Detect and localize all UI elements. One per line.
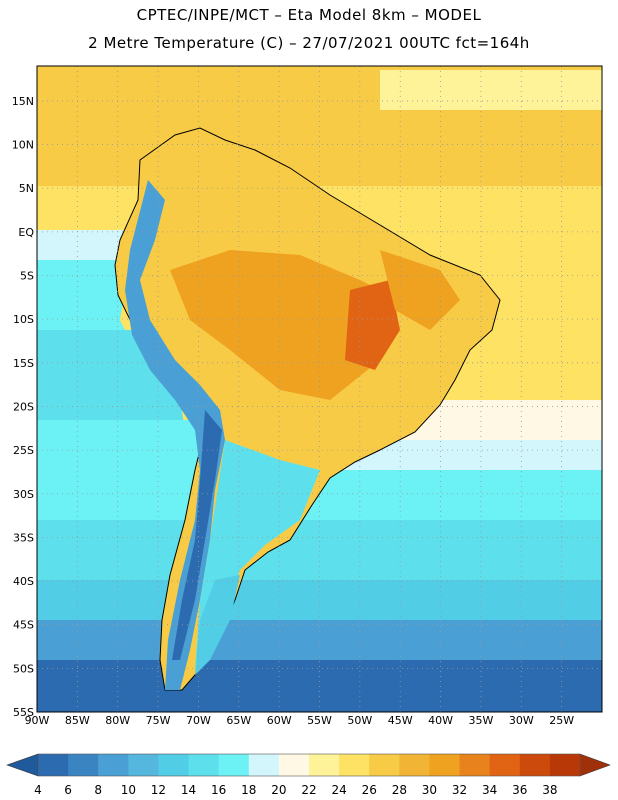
colorbar: 4 6 8 10 12 14 16 18 20 22 24 26 28 30 32 34 36 38 bbox=[6, 753, 611, 797]
southern-cone-cool bbox=[195, 440, 320, 670]
northeast-warm-zone bbox=[380, 250, 460, 330]
colorbar-swatch bbox=[128, 754, 159, 776]
latitude-tick-label: 40S bbox=[13, 575, 34, 588]
colorbar-tick-label: 10 bbox=[121, 783, 136, 797]
longitude-tick-label: 35W bbox=[468, 714, 493, 727]
latitude-tick-label: 15S bbox=[13, 357, 34, 370]
colorbar-tick-label: 34 bbox=[482, 783, 497, 797]
colorbar-tick-label: 20 bbox=[271, 783, 286, 797]
latitude-tick-label: 35S bbox=[13, 531, 34, 544]
colorbar-swatch bbox=[158, 754, 190, 776]
latitude-tick-label: 15N bbox=[12, 95, 34, 108]
longitude-tick-label: 65W bbox=[226, 714, 251, 727]
longitude-tick-label: 75W bbox=[146, 714, 171, 727]
colorbar-swatch bbox=[278, 754, 310, 776]
colorbar-swatch bbox=[309, 754, 340, 776]
colorbar-tick-label: 12 bbox=[151, 783, 166, 797]
longitude-tick-label: 40W bbox=[428, 714, 453, 727]
latitude-tick-label: 10N bbox=[12, 139, 34, 152]
latitude-tick-label: 10S bbox=[13, 313, 34, 326]
colorbar-swatch bbox=[549, 754, 581, 776]
latitude-tick-label: 25S bbox=[13, 444, 34, 457]
colorbar-swatch bbox=[98, 754, 129, 776]
colorbar-swatch bbox=[218, 754, 250, 776]
colorbar-tick-label: 32 bbox=[452, 783, 467, 797]
colorbar-tick-label: 24 bbox=[331, 783, 346, 797]
longitude-tick-label: 60W bbox=[267, 714, 292, 727]
colorbar-swatch bbox=[459, 754, 491, 776]
latitude-tick-label: 20S bbox=[13, 400, 34, 413]
latitude-tick-label: 45S bbox=[13, 619, 34, 632]
map-gridlines bbox=[36, 66, 602, 713]
colorbar-tick-label: 38 bbox=[542, 783, 557, 797]
colorbar-max-arrow bbox=[579, 753, 611, 777]
colorbar-tick-label: 8 bbox=[94, 783, 102, 797]
ocean-band-caribbean bbox=[380, 70, 602, 110]
longitude-tick-label: 55W bbox=[307, 714, 332, 727]
latitude-tick-label: EQ bbox=[18, 226, 34, 239]
colorbar-tick-label: 4 bbox=[34, 783, 42, 797]
colorbar-labels: 4 6 8 10 12 14 16 18 20 22 24 26 28 30 32 34 36 38 bbox=[34, 783, 557, 797]
map-frame bbox=[36, 65, 603, 713]
longitude-tick-label: 80W bbox=[105, 714, 130, 727]
latitude-tick-label: 30S bbox=[13, 488, 34, 501]
central-brazil-hot-zone bbox=[345, 280, 400, 370]
colorbar-swatch bbox=[489, 754, 521, 776]
longitude-axis: 90W 85W 80W 75W 70W 65W 60W 55W 50W 45W 40W 35W 30W 2… bbox=[25, 714, 575, 727]
colorbar-tick-label: 16 bbox=[211, 783, 226, 797]
longitude-tick-label: 25W bbox=[549, 714, 574, 727]
map-title-line-2: 2 Metre Temperature (C) – 27/07/2021 00U… bbox=[88, 34, 530, 52]
colorbar-swatch bbox=[399, 754, 430, 776]
latitude-axis: 15N 10N 5N EQ 5S 10S 15S 20S 25S 30S 35S 40S 45S 50S 5… bbox=[12, 95, 35, 719]
longitude-tick-label: 50W bbox=[347, 714, 372, 727]
colorbar-swatches bbox=[37, 753, 581, 777]
map-title-line-1: CPTEC/INPE/MCT – Eta Model 8km – MODEL bbox=[136, 6, 482, 24]
colorbar-frame bbox=[37, 753, 581, 777]
colorbar-tick-label: 28 bbox=[392, 783, 407, 797]
colorbar-tick-label: 22 bbox=[301, 783, 316, 797]
longitude-tick-label: 70W bbox=[186, 714, 211, 727]
colorbar-tick-label: 18 bbox=[241, 783, 256, 797]
colorbar-tick-label: 26 bbox=[362, 783, 377, 797]
colorbar-tick-label: 6 bbox=[64, 783, 72, 797]
latitude-tick-label: 50S bbox=[13, 662, 34, 675]
colorbar-tick-label: 36 bbox=[512, 783, 527, 797]
colorbar-swatch bbox=[339, 754, 370, 776]
colorbar-swatch bbox=[248, 754, 280, 776]
colorbar-swatch bbox=[369, 754, 400, 776]
colorbar-tick-label: 14 bbox=[181, 783, 196, 797]
map-field bbox=[37, 66, 602, 712]
latitude-tick-label: 5N bbox=[19, 182, 34, 195]
ocean-band-16 bbox=[37, 520, 602, 580]
colorbar-swatch bbox=[429, 754, 461, 776]
colorbar-swatch bbox=[38, 754, 69, 776]
longitude-tick-label: 45W bbox=[388, 714, 413, 727]
longitude-tick-label: 90W bbox=[25, 714, 50, 727]
longitude-tick-label: 30W bbox=[509, 714, 534, 727]
latitude-tick-label: 5S bbox=[20, 270, 34, 283]
andes-core bbox=[172, 410, 222, 660]
longitude-tick-label: 85W bbox=[65, 714, 90, 727]
colorbar-swatch bbox=[519, 754, 551, 776]
colorbar-min-arrow bbox=[6, 753, 39, 777]
colorbar-swatch bbox=[188, 754, 220, 776]
colorbar-tick-label: 30 bbox=[422, 783, 437, 797]
latitude-tick-label: 55S bbox=[13, 706, 34, 719]
colorbar-swatch bbox=[68, 754, 99, 776]
